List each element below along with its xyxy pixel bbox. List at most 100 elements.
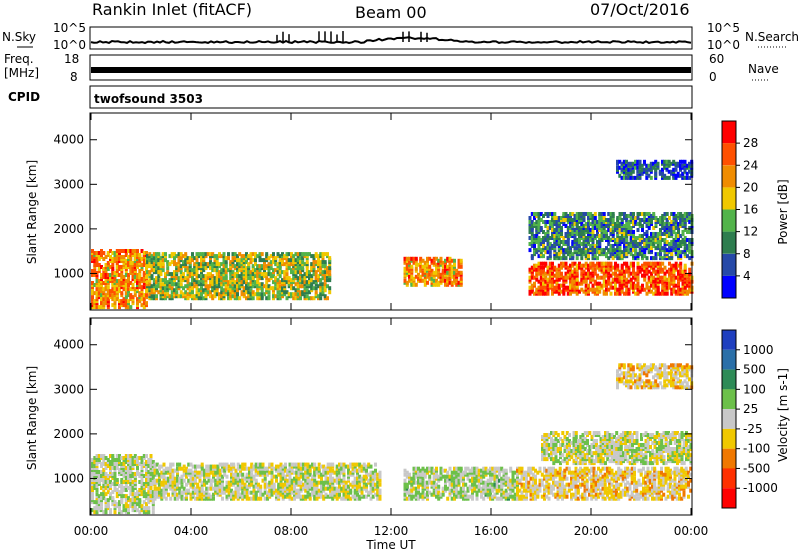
heatmap-cell — [323, 278, 327, 283]
heatmap-cell — [179, 270, 183, 275]
heatmap-cell — [575, 238, 579, 242]
heatmap-cell — [118, 454, 121, 458]
heatmap-cell — [145, 506, 148, 511]
heatmap-cell — [242, 254, 246, 259]
heatmap-cell — [314, 252, 318, 257]
heatmap-cell — [115, 454, 119, 458]
heatmap-cell — [113, 458, 117, 462]
heatmap-cell — [548, 269, 552, 274]
heatmap-cell — [593, 216, 597, 220]
heatmap-cell — [638, 175, 642, 180]
heatmap-cell — [618, 252, 622, 257]
heatmap-cell — [113, 482, 117, 486]
heatmap-cell — [158, 490, 161, 495]
heatmap-cell — [659, 279, 662, 284]
heatmap-cell — [408, 268, 411, 273]
heatmap-cell — [138, 253, 142, 257]
heatmap-cell — [571, 252, 575, 257]
heatmap-cell — [276, 278, 280, 283]
heatmap-cell — [236, 282, 239, 287]
heatmap-cell — [299, 284, 302, 289]
heatmap-cell — [157, 290, 161, 295]
freq-tick-top: 18 — [64, 52, 79, 66]
heatmap-cell — [115, 273, 119, 277]
heatmap-cell — [659, 291, 662, 296]
heatmap-cell — [629, 161, 633, 166]
heatmap-cell — [142, 251, 146, 255]
heatmap-cell — [575, 212, 579, 216]
heatmap-cell — [620, 275, 624, 280]
heatmap-cell — [173, 288, 176, 293]
heatmap-cell — [194, 486, 197, 491]
heatmap-cell — [598, 261, 602, 266]
heatmap-cell — [627, 265, 631, 270]
heatmap-cell — [167, 484, 170, 489]
heatmap-cell — [528, 220, 532, 224]
heatmap-cell — [127, 508, 130, 513]
heatmap-cell — [636, 252, 640, 257]
heatmap-cell — [435, 278, 438, 283]
heatmap-cell — [663, 275, 667, 280]
heatmap-cell — [302, 466, 305, 471]
heatmap-cell — [618, 216, 622, 220]
heatmap-cell — [265, 272, 269, 277]
heatmap-cell — [667, 159, 671, 164]
heatmap-cell — [131, 492, 135, 497]
heatmap-cell — [453, 276, 456, 281]
heatmap-cell — [665, 285, 669, 290]
heatmap-cell — [446, 270, 450, 275]
heatmap-cell — [533, 212, 536, 216]
nsky-tick-bottom: 10^0 — [53, 38, 86, 52]
heatmap-cell — [636, 275, 640, 280]
heatmap-cell — [650, 242, 653, 246]
heatmap-cell — [267, 290, 271, 295]
heatmap-cell — [674, 214, 678, 218]
heatmap-cell — [647, 246, 651, 251]
heatmap-cell — [306, 490, 310, 495]
heatmap-cell — [113, 285, 117, 290]
heatmap-cell — [665, 240, 669, 244]
heatmap-cell — [153, 486, 157, 491]
heatmap-cell — [218, 278, 221, 283]
heatmap-cell — [614, 254, 617, 259]
heatmap-cell — [562, 283, 566, 288]
heatmap-cell — [179, 274, 183, 279]
heatmap-cell — [113, 251, 117, 255]
heatmap-cell — [118, 468, 121, 472]
heatmap-cell — [632, 222, 635, 226]
heatmap-cell — [196, 464, 200, 469]
heatmap-cell — [323, 270, 327, 275]
heatmap-cell — [161, 278, 165, 283]
heatmap-cell — [421, 270, 425, 275]
heatmap-cell — [335, 492, 339, 497]
heatmap-cell — [625, 214, 629, 218]
heatmap-cell — [142, 271, 146, 275]
heatmap-cell — [645, 244, 649, 248]
heatmap-cell — [533, 281, 536, 286]
heatmap-cell — [627, 273, 631, 278]
heatmap-cell — [109, 289, 112, 294]
heatmap-cell — [539, 269, 543, 274]
heatmap-cell — [313, 490, 317, 495]
heatmap-cell — [102, 468, 106, 472]
heatmap-cell — [636, 173, 640, 178]
heatmap-cell — [652, 256, 656, 261]
heatmap-cell — [209, 482, 213, 487]
heatmap-cell — [136, 297, 139, 302]
heatmap-cell — [548, 254, 552, 259]
heatmap-cell — [575, 230, 579, 234]
heatmap-cell — [93, 510, 97, 515]
heatmap-cell — [412, 260, 416, 265]
heatmap-cell — [171, 474, 175, 479]
heatmap-cell — [281, 282, 284, 287]
heatmap-cell — [290, 258, 293, 263]
heatmap-cell — [656, 218, 660, 222]
heatmap-cell — [257, 496, 260, 501]
heatmap-cell — [542, 265, 545, 270]
heatmap-cell — [308, 492, 312, 497]
heatmap-cell — [292, 254, 296, 259]
heatmap-cell — [211, 252, 215, 257]
heatmap-cell — [168, 272, 172, 277]
heatmap-cell — [296, 282, 300, 287]
heatmap-cell — [222, 282, 226, 287]
